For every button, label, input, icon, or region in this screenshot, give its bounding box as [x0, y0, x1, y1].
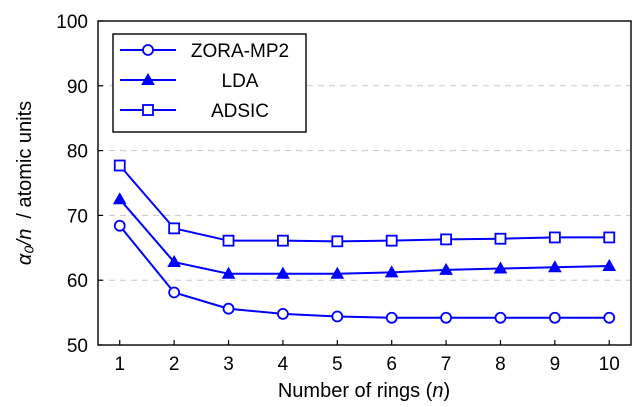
data-point-adsic: [277, 234, 289, 247]
x-tick-label: 9: [550, 354, 561, 375]
data-point-lda: [330, 266, 345, 279]
y-ticks: 50 60 70 80 90 100: [56, 12, 103, 357]
data-point-adsic: [494, 232, 507, 245]
data-point-lda: [602, 258, 617, 271]
x-tick-label: 10: [599, 354, 620, 375]
y-tick-label: 70: [67, 206, 88, 227]
y-tick-label: 100: [56, 12, 88, 33]
y-tick-label: 80: [67, 142, 88, 163]
legend-marker-adsic: [142, 104, 154, 116]
data-point-adsic: [113, 159, 126, 172]
series-line-zora-mp2: [118, 225, 610, 319]
legend-label: ADSIC: [211, 101, 269, 122]
data-point-zora-mp2: [603, 311, 616, 324]
data-point-adsic: [222, 234, 235, 247]
data-point-lda: [112, 192, 127, 205]
y-axis-label: α₀/n/ atomic units: [14, 101, 36, 265]
legend-label: ZORA-MP2: [191, 41, 289, 62]
series-zora-mp2: [113, 219, 616, 324]
x-ticks: 1 2 3 4 5 6 7 8 9 10: [114, 340, 620, 375]
data-point-lda: [221, 266, 236, 279]
series-adsic: [113, 159, 616, 248]
series-group: [112, 159, 617, 324]
data-point-zora-mp2: [277, 307, 289, 320]
data-point-adsic: [385, 234, 398, 247]
data-point-lda: [439, 262, 453, 275]
x-tick-label: 2: [169, 354, 180, 375]
y-tick-label: 60: [67, 271, 88, 292]
data-point-lda: [493, 261, 508, 274]
data-point-zora-mp2: [440, 311, 452, 324]
data-point-zora-mp2: [222, 302, 235, 315]
legend-entry-zora-mp2: ZORA-MP2: [120, 41, 289, 62]
data-point-zora-mp2: [385, 311, 398, 324]
plot-frame: [97, 20, 632, 346]
data-point-zora-mp2: [548, 311, 561, 324]
data-point-lda: [547, 260, 562, 273]
x-tick-label: 5: [332, 354, 343, 375]
y-tick-label: 90: [67, 77, 88, 98]
x-tick-label: 1: [114, 354, 125, 375]
y-tick-label: 50: [67, 336, 88, 357]
data-point-zora-mp2: [494, 311, 507, 324]
legend-label: LDA: [222, 71, 259, 92]
x-tick-label: 8: [495, 354, 506, 375]
data-point-lda: [276, 266, 290, 279]
data-point-lda: [384, 265, 399, 278]
legend-entry-lda: LDA: [120, 71, 259, 92]
data-point-adsic: [331, 235, 344, 248]
x-tick-label: 6: [386, 354, 397, 375]
legend: ZORA-MP2 LDA ADSIC: [112, 33, 307, 133]
series-line-adsic: [118, 164, 610, 243]
legend-marker-zora-mp2: [142, 44, 154, 56]
data-point-adsic: [168, 222, 181, 235]
data-point-lda: [167, 255, 182, 268]
data-point-adsic: [548, 231, 561, 244]
series-lda: [112, 192, 617, 279]
data-point-adsic: [603, 231, 616, 244]
legend-marker-lda: [141, 72, 155, 85]
data-point-zora-mp2: [113, 219, 126, 232]
x-axis-label: Number of rings (n): [278, 380, 450, 402]
x-tick-label: 7: [441, 354, 452, 375]
series-line-lda: [118, 198, 610, 275]
data-point-zora-mp2: [331, 310, 344, 323]
x-tick-label: 4: [278, 354, 289, 375]
data-point-adsic: [440, 233, 452, 246]
legend-entry-adsic: ADSIC: [120, 101, 269, 122]
x-tick-label: 3: [223, 354, 234, 375]
data-point-zora-mp2: [168, 286, 181, 299]
